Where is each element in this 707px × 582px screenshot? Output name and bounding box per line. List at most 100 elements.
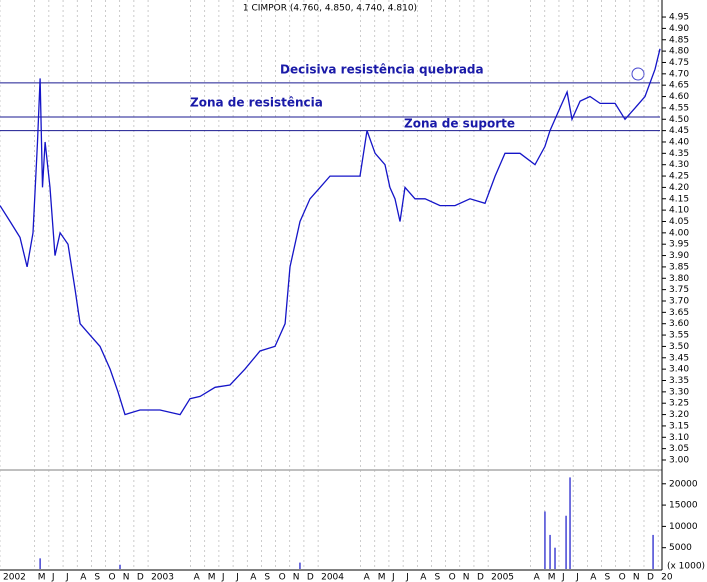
y-tick-label: 4.05 [669,217,689,227]
x-tick-label: O [279,573,286,582]
volume-bar [652,534,654,569]
y-tick-label: 4.85 [669,35,689,45]
x-tick-label: A [364,573,371,582]
x-tick-label: D [477,573,484,582]
y-tick-label: 10000 [669,522,698,532]
y-tick-label: 3.15 [669,421,689,431]
volume-bar [569,477,571,569]
y-tick-label: 3.70 [669,296,689,306]
y-tick-label: 15000 [669,501,698,511]
volume-bar [544,511,546,569]
y-tick-label: 3.05 [669,444,689,454]
y-tick-label: 4.55 [669,103,689,113]
x-tick-label: D [137,573,144,582]
y-tick-label: 4.20 [669,183,689,193]
x-tick-label: M [208,573,216,582]
y-tick-label: 3.20 [669,410,689,420]
y-tick-label: 4.50 [669,115,689,125]
y-tick-label: 4.00 [669,228,689,238]
x-tick-label: 2004 [321,573,344,582]
smiley-icon [631,67,645,81]
x-tick-label: A [194,573,201,582]
x-tick-label: N [633,573,640,582]
x-tick-label: S [604,573,610,582]
volume-bar [299,562,301,569]
volume-bar [119,564,121,569]
x-tick-label: J [561,573,565,582]
x-tick-label: D [307,573,314,582]
x-tick-label: S [264,573,270,582]
y-tick-label: 4.25 [669,172,689,182]
y-tick-label: 3.90 [669,251,689,261]
x-tick-label: O [449,573,456,582]
annotation: Zona de suporte [404,117,515,131]
x-tick-label: 20 [661,573,673,582]
y-tick-label: 3.95 [669,240,689,250]
y-tick-label: 3.35 [669,376,689,386]
x-tick-label: J [391,573,395,582]
x-tick-label: N [463,573,470,582]
x-tick-label: 2005 [491,573,514,582]
x-tick-label: S [434,573,440,582]
volume-bar [549,534,551,569]
x-tick-label: N [123,573,130,582]
y-tick-label: 4.90 [669,24,689,34]
chart-title: 1 CIMPOR (4.760, 4.850, 4.740, 4.810) [243,4,417,14]
x-tick-label: J [51,573,55,582]
x-tick-label: J [65,573,69,582]
x-tick-label: 2002 [3,573,26,582]
y-tick-label: 4.60 [669,92,689,102]
y-tick-label: 3.40 [669,365,689,375]
y-tick-label: 3.10 [669,433,689,443]
volume-unit-label: (x 1000) [667,562,705,572]
annotation: Decisiva resistência quebrada [280,63,484,77]
y-tick-label: 3.65 [669,308,689,318]
volume-bar [565,515,567,569]
x-tick-label: O [109,573,116,582]
x-tick-label: J [221,573,225,582]
price-line [0,48,661,416]
x-tick-label: 2003 [151,573,174,582]
y-tick-label: 4.75 [669,58,689,68]
y-tick-label: 4.45 [669,126,689,136]
x-tick-label: A [80,573,87,582]
x-tick-label: J [405,573,409,582]
y-tick-label: 3.80 [669,274,689,284]
x-tick-label: J [575,573,579,582]
y-tick-label: 3.85 [669,262,689,272]
y-tick-label: 3.45 [669,353,689,363]
y-tick-label: 3.50 [669,342,689,352]
y-tick-label: 5000 [669,543,692,553]
x-tick-label: A [250,573,257,582]
annotation: Zona de resistência [190,96,323,110]
y-tick-label: 3.30 [669,387,689,397]
x-tick-label: M [548,573,556,582]
y-tick-label: 4.35 [669,149,689,159]
y-tick-label: 4.30 [669,160,689,170]
y-tick-label: 3.55 [669,331,689,341]
y-tick-label: 3.75 [669,285,689,295]
x-tick-label: N [293,573,300,582]
y-tick-label: 4.10 [669,206,689,216]
y-tick-label: 3.00 [669,456,689,466]
y-tick-label: 4.40 [669,137,689,147]
y-tick-label: 4.80 [669,47,689,57]
y-tick-label: 4.15 [669,194,689,204]
x-tick-label: M [38,573,46,582]
x-tick-label: A [590,573,597,582]
x-tick-label: D [647,573,654,582]
x-tick-label: M [378,573,386,582]
volume-bar [554,547,556,569]
x-tick-label: S [94,573,100,582]
x-tick-label: J [235,573,239,582]
x-tick-label: O [619,573,626,582]
y-tick-label: 4.95 [669,13,689,23]
y-tick-label: 20000 [669,479,698,489]
volume-bar [39,558,41,569]
y-tick-label: 3.60 [669,319,689,329]
y-tick-label: 3.25 [669,399,689,409]
x-tick-label: A [534,573,541,582]
y-tick-label: 4.70 [669,69,689,79]
x-tick-label: A [420,573,427,582]
